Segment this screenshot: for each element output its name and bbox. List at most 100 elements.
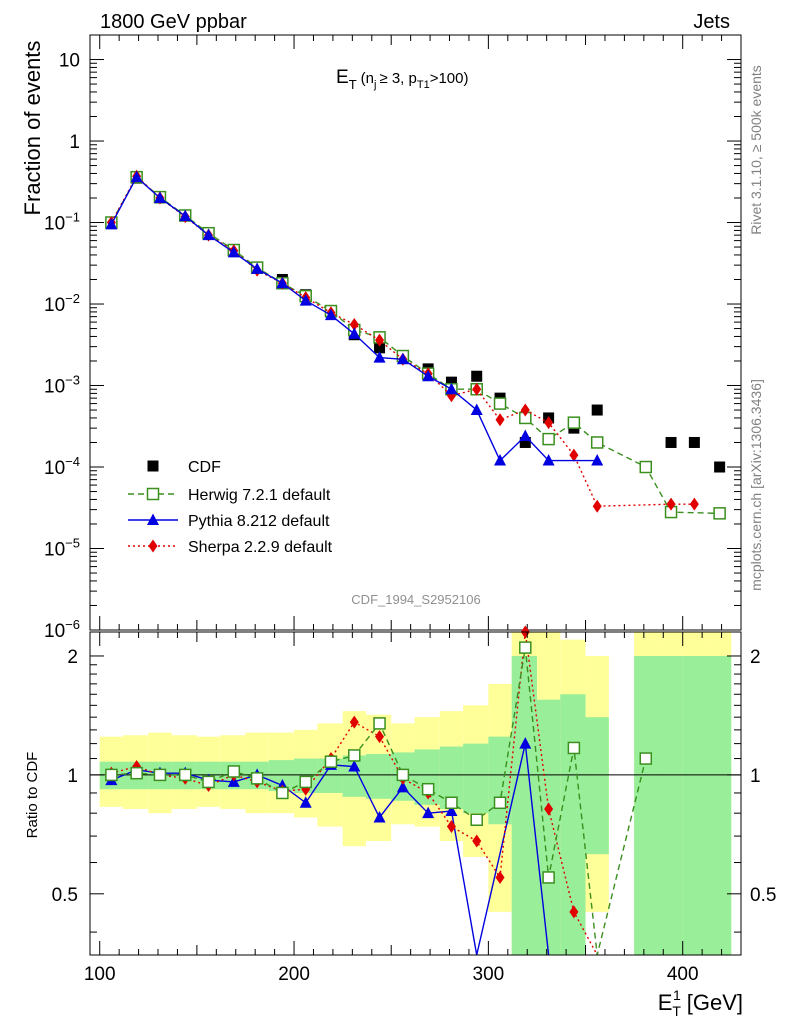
- legend-label-cdf: CDF: [188, 459, 221, 476]
- data-point: [374, 342, 386, 354]
- lower-y-tick-label: 1: [67, 766, 78, 787]
- rivet-version-label: Rivet 3.1.10, ≥ 500k events: [748, 65, 764, 235]
- lower-y-tick-label-right: 0.5: [750, 885, 776, 906]
- x-tick-label: 200: [278, 964, 310, 985]
- data-point: [202, 775, 215, 789]
- uncertainty-band-inner: [634, 655, 658, 955]
- lower-y-tick-label-right: 1: [750, 766, 761, 787]
- data-point: [373, 811, 386, 823]
- data-point: [689, 497, 699, 511]
- uncertainty-band-inner: [365, 753, 392, 799]
- data-point: [299, 796, 312, 808]
- data-point: [470, 403, 483, 416]
- data-point: [519, 641, 532, 654]
- upper-y-tick-label: 10−6: [44, 617, 80, 642]
- data-point: [520, 403, 530, 417]
- lower-y-tick-label: 0.5: [52, 885, 78, 906]
- x-tick-label: 400: [667, 964, 699, 985]
- data-point: [422, 806, 435, 819]
- upper-y-tick-label: 10−4: [44, 454, 80, 479]
- series-herwig-7-2-1-default: [105, 641, 653, 956]
- uncertainty-band-inner: [439, 746, 464, 809]
- data-point: [591, 454, 604, 466]
- main-plot-panel: 10 1 10−1 10−2 10−3 10−4 10−5 10−6: [44, 34, 742, 642]
- legend-label-sherpa-2-2-9-default: Sherpa 2.2.9 default: [188, 539, 333, 556]
- legend: CDF Herwig 7.2.1 default Pythia 8.212 defa…: [128, 459, 333, 556]
- data-point: [324, 308, 337, 321]
- data-point: [472, 382, 482, 396]
- data-point: [299, 294, 312, 306]
- legend-marker: [147, 460, 159, 472]
- uncertainty-band-inner: [488, 736, 512, 825]
- data-point: [688, 436, 700, 448]
- data-point: [348, 327, 361, 339]
- data-point: [542, 432, 555, 446]
- data-point: [639, 752, 653, 765]
- data-point: [421, 782, 435, 796]
- analysis-watermark: CDF_1994_S2952106: [351, 592, 480, 607]
- mcplots-citation-label: mcplots.cern.ch [arXiv:1306.3436]: [748, 379, 764, 591]
- data-point: [349, 715, 359, 729]
- uncertainty-band-inner: [706, 655, 732, 955]
- data-point: [494, 454, 507, 466]
- data-point: [592, 499, 602, 513]
- data-point: [324, 755, 338, 768]
- data-point: [591, 404, 603, 416]
- data-point: [567, 416, 581, 429]
- upper-y-tick-label: 10−2: [44, 291, 80, 316]
- data-point: [396, 780, 409, 793]
- data-point: [542, 454, 555, 466]
- data-point: [544, 416, 554, 430]
- upper-y-tick-label: 10−5: [44, 536, 80, 561]
- main-plot-frame: [89, 34, 742, 631]
- data-point: [130, 170, 143, 183]
- data-point: [665, 436, 677, 448]
- ratio-plot-panel: 0.5 0.5 1 1 2 2 100 200 300 400: [52, 625, 776, 985]
- data-point: [713, 507, 726, 520]
- data-point: [471, 370, 483, 382]
- process-label: Jets: [693, 11, 730, 33]
- uncertainty-band-inner: [536, 699, 561, 955]
- upper-y-axis-label: Fraction of events: [20, 41, 45, 216]
- data-point: [375, 730, 385, 744]
- data-point: [544, 802, 554, 816]
- legend-marker: [146, 487, 160, 501]
- data-point: [348, 749, 361, 762]
- energy-label: 1800 GeV ppbar: [100, 11, 247, 33]
- data-point: [373, 717, 386, 730]
- data-point: [493, 397, 507, 410]
- data-point: [445, 796, 458, 810]
- data-point: [472, 834, 482, 848]
- x-axis-label: ET1 [GeV]: [658, 987, 743, 1019]
- data-point: [519, 737, 532, 749]
- uncertainty-band-inner: [657, 655, 683, 955]
- uncertainty-band-inner: [511, 655, 537, 955]
- legend-marker: [147, 513, 159, 525]
- uncertainty-band-inner: [585, 717, 609, 855]
- data-point: [202, 228, 215, 241]
- plot-title: ET (nj ≥ 3, pT1>100): [336, 67, 469, 92]
- x-tick-label: 100: [84, 964, 116, 985]
- data-point: [153, 768, 167, 782]
- data-point: [178, 768, 192, 782]
- data-point: [396, 768, 410, 782]
- data-point: [179, 209, 192, 222]
- upper-y-tick-label: 10: [59, 51, 80, 72]
- legend-label-pythia-8-212-default: Pythia 8.212 default: [188, 513, 330, 530]
- uncertainty-band-inner: [682, 655, 707, 955]
- data-point: [495, 870, 505, 884]
- series-line: [111, 647, 647, 956]
- data-point: [373, 351, 386, 363]
- data-point: [666, 497, 676, 511]
- data-point: [105, 217, 118, 230]
- legend-label-herwig-7-2-1-default: Herwig 7.2.1 default: [188, 487, 331, 504]
- data-point: [349, 318, 359, 332]
- lower-y-axis-label: Ratio to CDF: [24, 752, 41, 839]
- data-point: [105, 768, 118, 782]
- data-point: [590, 436, 604, 449]
- data-point: [569, 448, 579, 462]
- data-point: [567, 741, 581, 755]
- data-point: [130, 766, 143, 780]
- data-point: [493, 796, 507, 810]
